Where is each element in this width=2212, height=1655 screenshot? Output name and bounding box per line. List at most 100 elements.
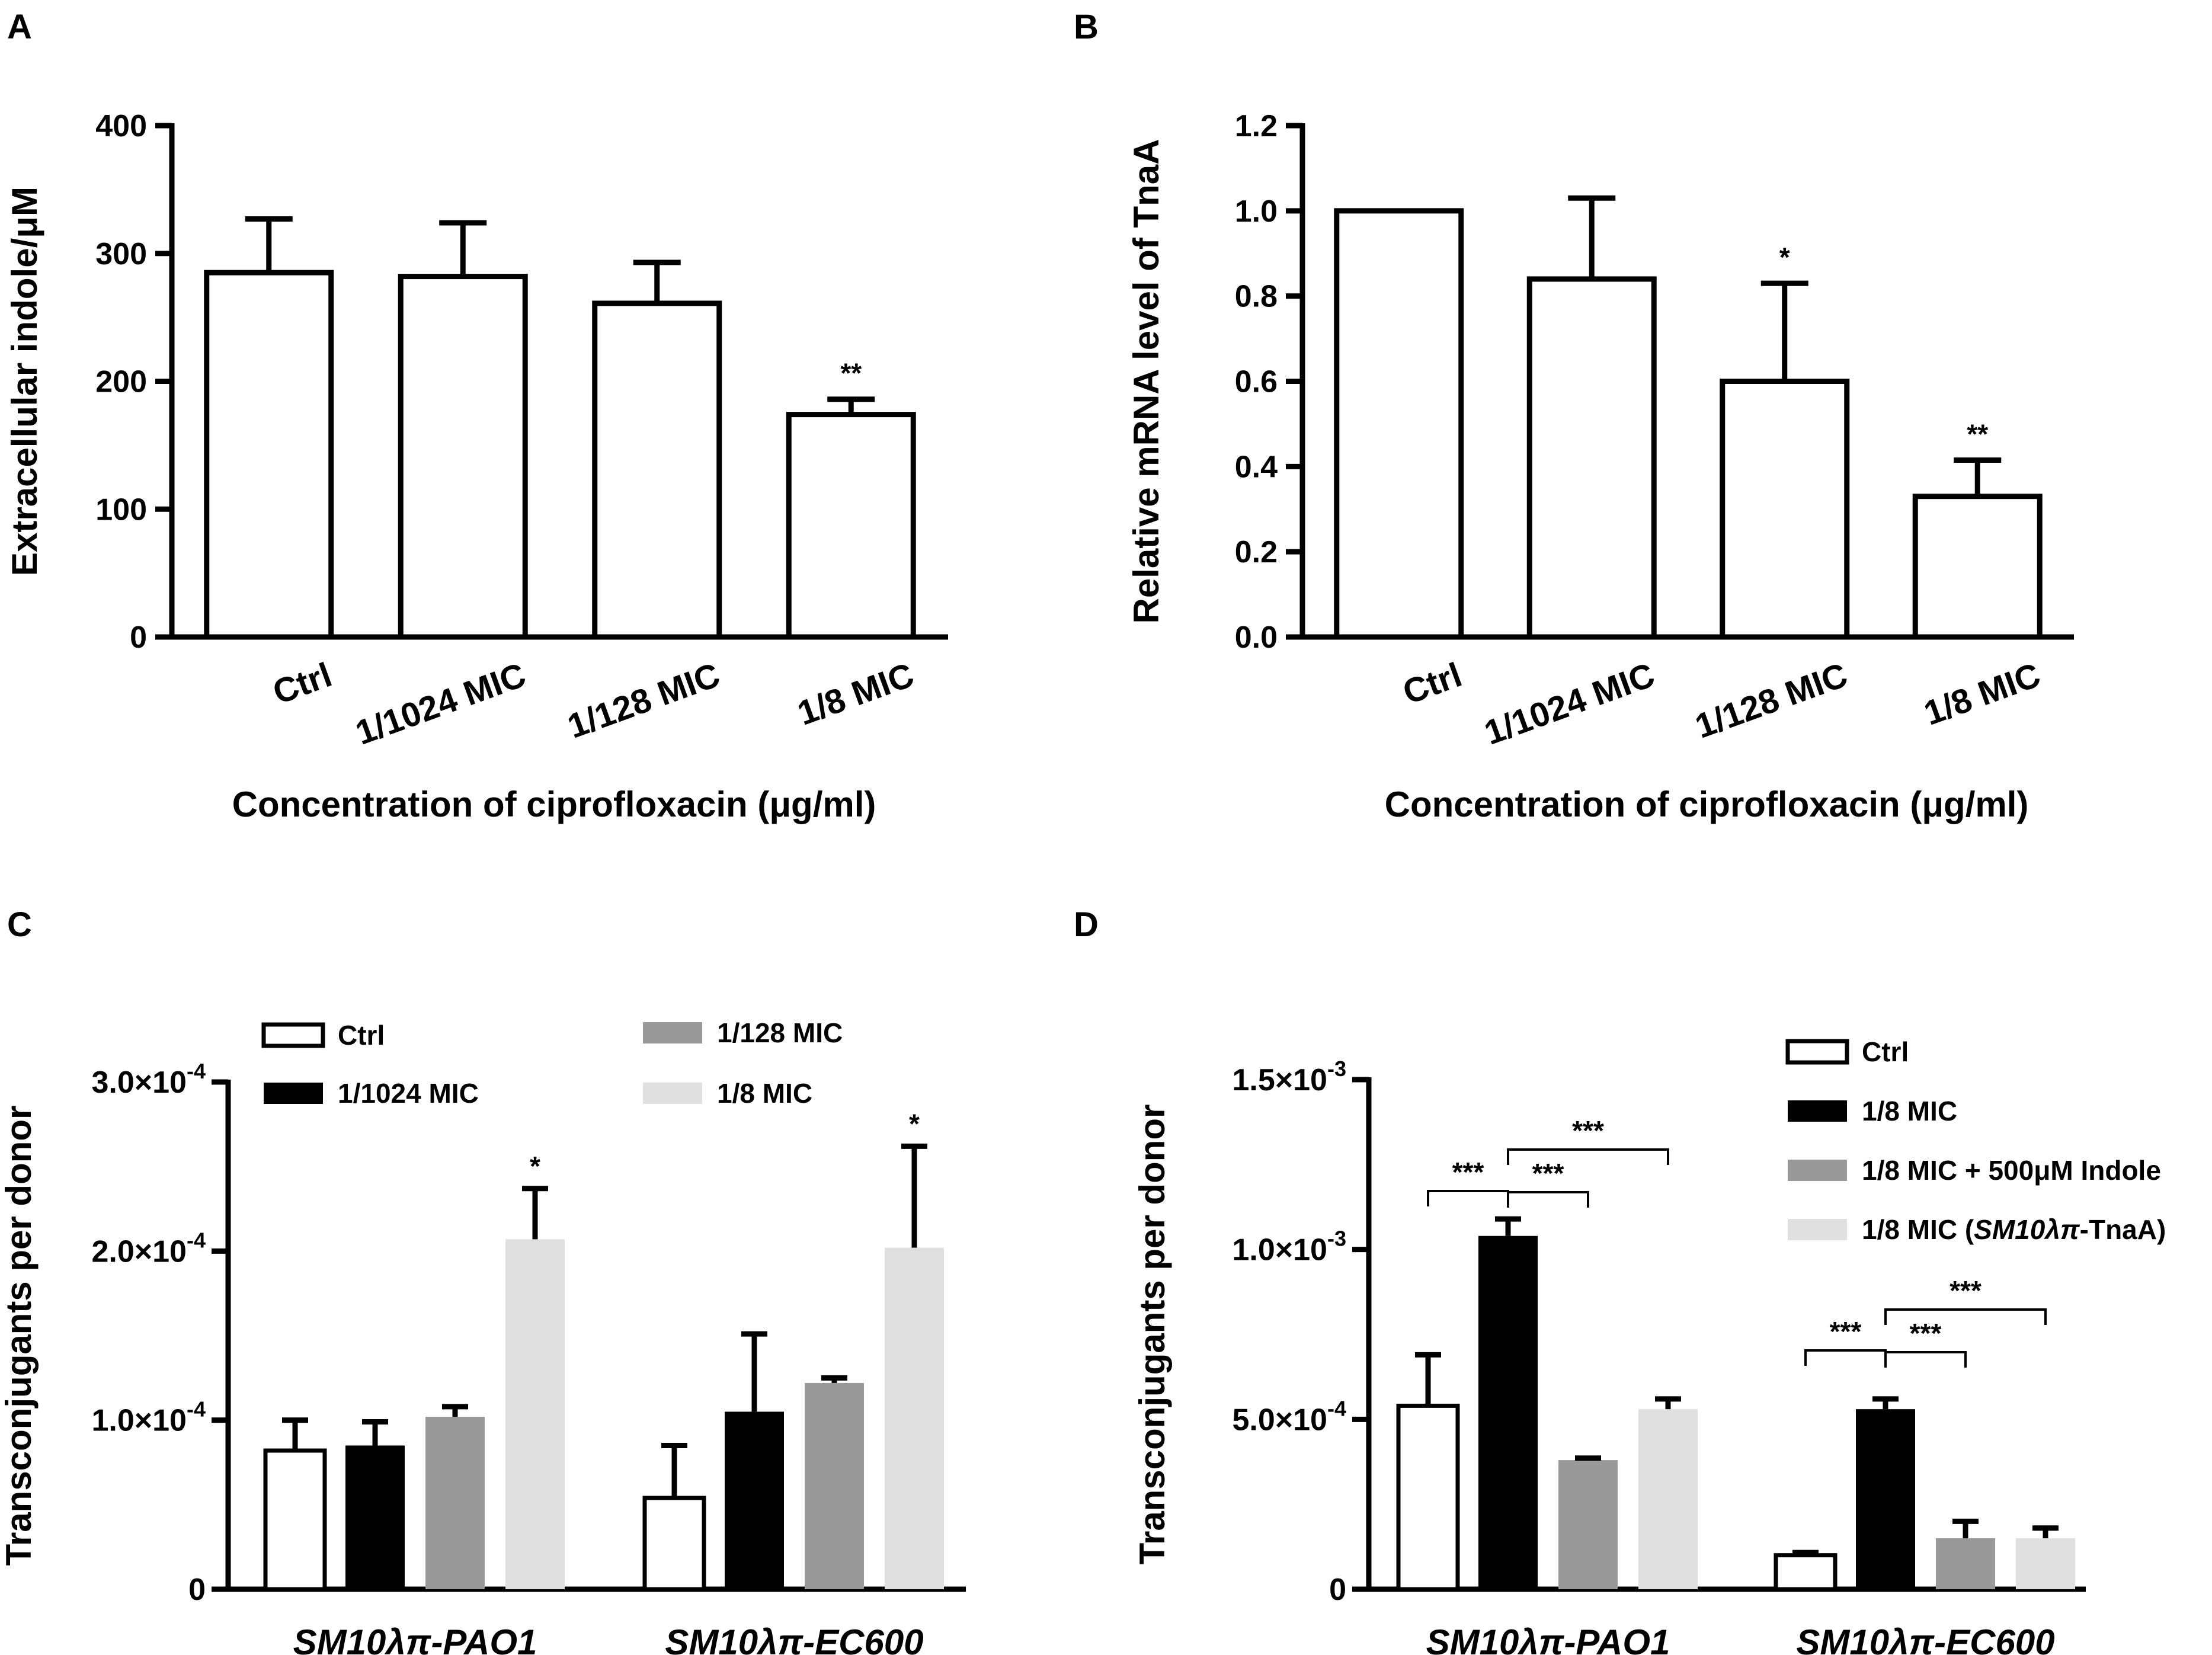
y-tick-label: 300 [95,237,147,271]
legend-label: 1/1024 MIC [338,1078,479,1109]
y-tick-label: 1.0 [1235,194,1278,229]
y-tick-label: 1.5×10-3 [1232,1057,1346,1097]
x-category-label: 1/8 MIC [1919,655,2045,733]
legend-swatch [1788,1100,1847,1122]
comparison-label: *** [1910,1318,1942,1349]
comparison-bracket [1507,1191,1589,1208]
bar-1-1024-mic [345,1445,405,1589]
legend-label: Ctrl [338,1020,385,1051]
legend-swatch [264,1083,323,1104]
comparison-label: *** [1452,1157,1484,1187]
y-tick-base: 3.0×10 [91,1065,187,1100]
group-label: SM10λπ-EC600 [665,1622,923,1655]
legend-label: 1/128 MIC [717,1017,843,1048]
bar-1-1024-mic [725,1411,784,1589]
bar-1-8-mic-500-m-indole [1936,1538,1995,1589]
bar-1-8-mic-500-m-indole [1558,1460,1618,1589]
y-tick-label: 100 [95,492,147,527]
panel-c-chart: 01.0×10-42.0×10-43.0×10-4**SM10λπ-PAO1 SM… [0,1017,966,1655]
bar-ctrl [1396,1403,1460,1592]
x-axis-title: Concentration of ciprofloxacin (μg/ml) [1385,785,2029,824]
y-tick-base: 1.0×10 [91,1404,187,1438]
y-tick-label: 0.2 [1235,535,1278,569]
y-tick-exponent: -4 [187,1228,206,1252]
x-category-label: 1/128 MIC [563,655,725,746]
group-label: SM10λπ-EC600 [1796,1622,2054,1655]
comparison-bracket [1804,1349,1887,1366]
y-tick-label: 200 [95,365,147,399]
comparison-label: *** [1830,1316,1862,1347]
comparison-label: *** [1572,1115,1604,1146]
bar-1-128-mic [1720,379,1850,640]
bar-1-8-mic [1912,494,2043,640]
x-category-label: 1/1024 MIC [1480,655,1660,753]
bar-ctrl [1334,208,1464,640]
comparison-bracket [1427,1190,1509,1206]
y-tick-exponent: -4 [187,1397,206,1422]
y-tick-label: 1.0×10-3 [1232,1227,1346,1267]
y-tick-label: 0.0 [1235,620,1278,655]
x-category-label: 1/8 MIC [793,655,919,733]
significance-marker: * [909,1108,920,1139]
bar-1-8-mic [1856,1409,1915,1589]
comparison-label: *** [1532,1158,1564,1189]
x-category-label: Ctrl [1398,655,1467,712]
legend-label-part: SM10λπ [1974,1214,2080,1245]
group-label: SM10λπ-PAO1 [293,1622,537,1655]
y-axis-title: Transconjugants per donor [0,1106,39,1566]
y-tick-base: 1.5×10 [1232,1063,1327,1097]
x-category-label: 1/128 MIC [1691,655,1853,746]
legend-label: 1/8 MIC + 500μM Indole [1862,1155,2161,1186]
panel-a-chart: 0 100 200 300 400 Ctrl 1/1024 MIC 1/128 MIC ** 1/… [5,109,948,824]
bar-1-128-mic [425,1416,485,1589]
bar-1-1024-mic [1526,276,1657,640]
group-label: SM10λπ-PAO1 [1426,1622,1670,1655]
legend-swatch [1788,1160,1847,1181]
y-axis-title: Transconjugants per donor [1132,1105,1172,1565]
bar-ctrl [642,1496,706,1592]
bar-ctrl [204,270,334,640]
comparison-bracket [1507,1148,1669,1165]
comparison-bracket [1884,1351,1967,1368]
bar-1-8-mic [885,1247,944,1589]
y-tick-base: 0 [188,1573,206,1607]
legend-swatch [1788,1219,1847,1240]
legend-swatch [643,1083,702,1104]
y-tick-label: 0.8 [1235,280,1278,314]
y-tick-label: 0.4 [1235,450,1278,484]
y-tick-label: 2.0×10-4 [91,1228,206,1269]
y-tick-exponent: -4 [187,1059,206,1083]
bar-1-8-mic-sm10-tnaa- [1638,1409,1698,1589]
panel-label-a: A [7,8,32,46]
y-tick-exponent: -3 [1327,1057,1346,1081]
bar-1-128-mic [592,300,722,640]
legend-label-part: -TnaA) [2080,1214,2166,1245]
y-axis-title: Relative mRNA level of TnaA [1126,139,1166,624]
comparison-label: *** [1949,1275,1981,1306]
y-tick-exponent: -3 [1327,1227,1346,1251]
legend-label: 1/8 MIC [1862,1096,1957,1126]
y-tick-label: 0.6 [1235,365,1278,399]
legend-label: 1/8 MIC (SM10λπ-TnaA) [1862,1214,2166,1245]
bar-1-8-mic [786,412,916,640]
legend-swatch [261,1022,325,1048]
legend-label-part: 1/8 MIC ( [1862,1214,1974,1245]
y-tick-base: 2.0×10 [91,1234,187,1269]
panel-label-c: C [7,905,32,944]
panel-label-b: B [1074,8,1099,46]
y-tick-label: 3.0×10-4 [91,1059,206,1100]
x-axis-title: Concentration of ciprofloxacin (μg/ml) [232,785,876,824]
bar-1-8-mic-sm10-tnaa- [2016,1538,2075,1589]
y-axis-title: Extracellular indole/μM [5,187,44,576]
y-tick-exponent: -4 [1327,1396,1346,1420]
y-tick-label: 1.0×10-4 [91,1397,206,1438]
legend-label: 1/8 MIC [717,1078,812,1109]
legend-swatch [643,1022,702,1043]
x-category-label: Ctrl [268,655,337,712]
legend-label: Ctrl [1862,1036,1909,1067]
significance-marker: ** [840,358,862,389]
bar-ctrl [263,1448,327,1592]
legend-swatch [1785,1039,1849,1065]
